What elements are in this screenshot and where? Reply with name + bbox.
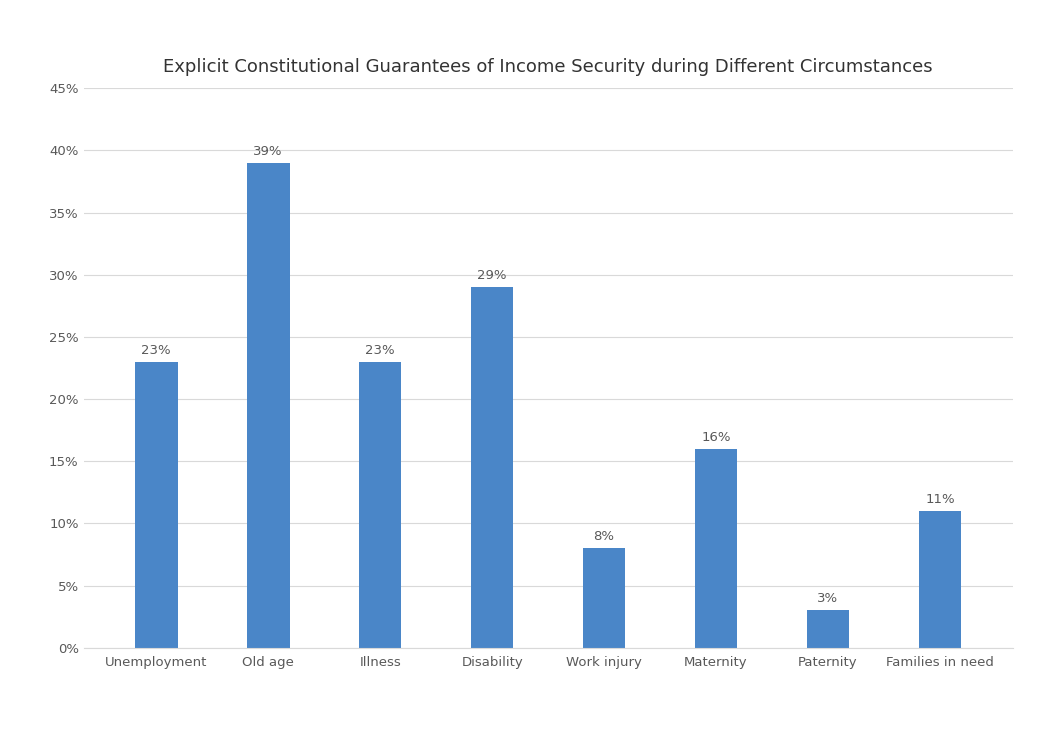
Title: Explicit Constitutional Guarantees of Income Security during Different Circumsta: Explicit Constitutional Guarantees of In… [163, 57, 933, 76]
Text: 39%: 39% [254, 145, 283, 158]
Bar [135, 362, 177, 648]
Text: 8%: 8% [594, 530, 615, 543]
Bar [807, 610, 849, 648]
Bar [583, 548, 625, 648]
Text: 3%: 3% [817, 592, 838, 606]
Text: 23%: 23% [142, 344, 171, 357]
Bar [919, 511, 962, 648]
Bar [694, 449, 737, 648]
Text: 11%: 11% [925, 493, 954, 506]
Bar [359, 362, 402, 648]
Bar [247, 163, 289, 648]
Text: 29%: 29% [477, 269, 507, 282]
Text: 16%: 16% [702, 431, 731, 444]
Text: 23%: 23% [365, 344, 395, 357]
Bar [471, 287, 514, 648]
